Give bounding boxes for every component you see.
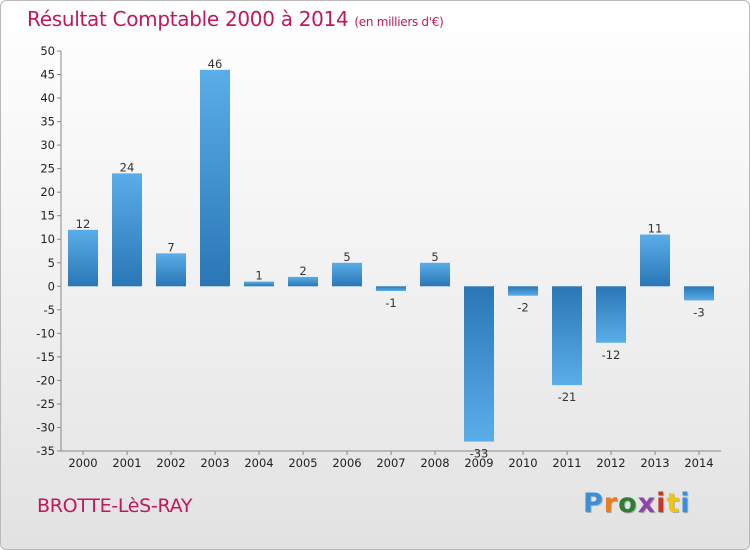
data-label-2007: -1	[385, 296, 396, 310]
data-label-2010: -2	[517, 301, 528, 315]
data-label-2008: 5	[431, 250, 438, 264]
x-tick-label: 2009	[464, 456, 493, 470]
bar-2008	[420, 262, 450, 287]
y-tick-label: -10	[36, 326, 55, 340]
data-label-2005: 2	[299, 264, 306, 278]
bar-2009	[464, 286, 494, 442]
logo-letter: x	[637, 488, 657, 519]
data-label-2012: -12	[602, 348, 621, 362]
x-tick-label: 2000	[68, 456, 97, 470]
bar-2001	[112, 173, 142, 287]
bar-2004	[244, 281, 274, 287]
x-tick-label: 2006	[332, 456, 361, 470]
chart-title: Résultat Comptable 2000 à 2014 (en millie…	[27, 7, 444, 31]
data-label-2002: 7	[167, 240, 174, 254]
x-tick-label: 2012	[596, 456, 625, 470]
chart-subtitle: (en milliers d'€)	[354, 15, 444, 29]
logo-letter: P	[583, 488, 604, 519]
y-tick-label: 5	[48, 256, 55, 270]
logo-letter: i	[656, 488, 667, 519]
data-label-2009: -33	[470, 447, 489, 461]
logo-letter: o	[618, 488, 638, 519]
y-tick-label: 45	[40, 68, 55, 82]
x-tick-label: 2013	[640, 456, 669, 470]
y-tick-label: 40	[40, 91, 55, 105]
y-tick-label: -30	[36, 420, 55, 434]
bar-2014	[684, 286, 714, 301]
bar-2011	[552, 286, 582, 386]
logo-letter: i	[680, 488, 691, 519]
bar-2003	[200, 69, 230, 287]
logo-letter: t	[666, 488, 681, 519]
x-tick-label: 2003	[200, 456, 229, 470]
data-label-2001: 24	[120, 160, 135, 174]
data-label-2011: -21	[558, 390, 577, 404]
chart-title-text: Résultat Comptable 2000 à 2014	[27, 7, 349, 31]
data-label-2004: 1	[255, 269, 262, 283]
data-label-2000: 12	[76, 217, 91, 231]
data-label-2006: 5	[343, 250, 350, 264]
axes: 50454035302520151050-5-10-15-20-25-30-35…	[36, 44, 721, 470]
data-label-2003: 46	[208, 57, 223, 71]
x-tick-label: 2008	[420, 456, 449, 470]
data-label-2013: 11	[648, 222, 663, 236]
proxiti-logo: Proxiti	[583, 488, 691, 519]
bar-2006	[332, 262, 362, 287]
y-tick-label: 50	[40, 44, 55, 58]
bar-2007	[376, 286, 406, 291]
x-tick-label: 2004	[244, 456, 273, 470]
y-tick-label: 35	[40, 115, 55, 129]
data-label-2014: -3	[693, 305, 704, 319]
y-tick-label: 15	[40, 209, 55, 223]
x-tick-label: 2014	[684, 456, 713, 470]
y-tick-label: -25	[36, 397, 55, 411]
y-tick-label: 30	[40, 138, 55, 152]
city-name: BROTTE-LèS-RAY	[37, 495, 193, 517]
bars	[68, 69, 714, 442]
x-tick-label: 2001	[112, 456, 141, 470]
bar-2010	[508, 286, 538, 296]
logo-letter: r	[603, 488, 619, 519]
y-tick-label: 0	[48, 279, 55, 293]
bar-2012	[596, 286, 626, 343]
y-tick-label: 10	[40, 232, 55, 246]
bar-2005	[288, 276, 318, 287]
x-tick-label: 2011	[552, 456, 581, 470]
x-tick-label: 2005	[288, 456, 317, 470]
y-tick-label: -35	[36, 444, 55, 458]
bar-2002	[156, 253, 186, 287]
y-tick-label: 25	[40, 162, 55, 176]
y-tick-label: -15	[36, 350, 55, 364]
x-tick-label: 2007	[376, 456, 405, 470]
y-tick-label: 20	[40, 185, 55, 199]
x-tick-label: 2010	[508, 456, 537, 470]
y-tick-label: -20	[36, 373, 55, 387]
bar-2000	[68, 229, 98, 287]
y-tick-label: -5	[44, 303, 55, 317]
bar-2013	[640, 234, 670, 287]
x-tick-label: 2002	[156, 456, 185, 470]
